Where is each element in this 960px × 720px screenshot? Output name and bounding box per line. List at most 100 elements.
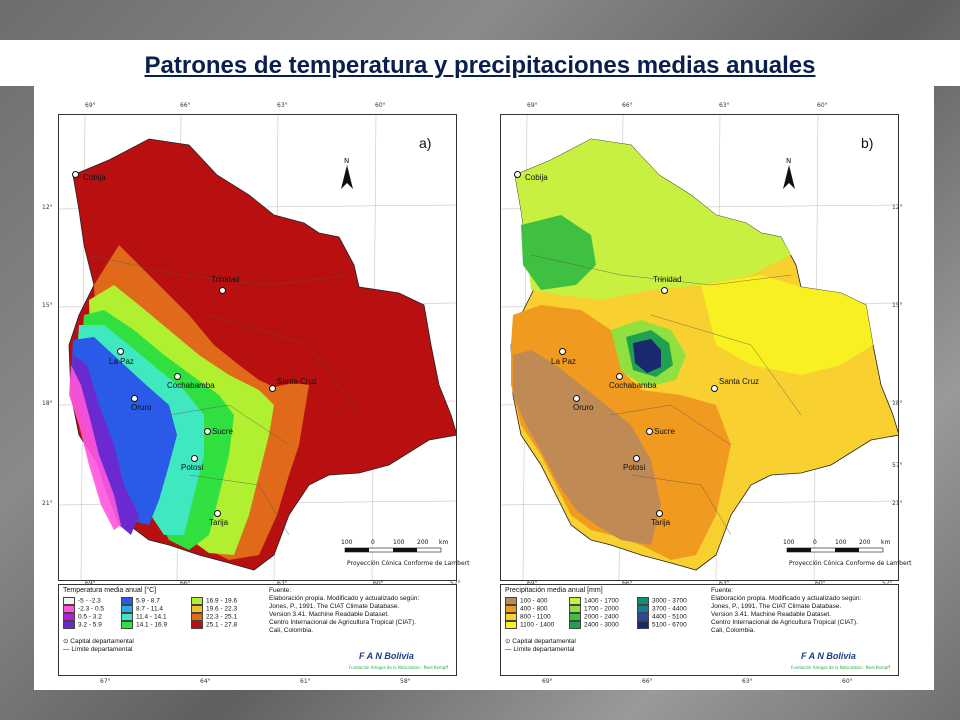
fan-logo: F A N Bolivia	[801, 651, 856, 661]
city-label-trinidad: Trinidad	[211, 275, 240, 284]
top-tick: 66°	[180, 102, 191, 109]
city-label-santa-cruz: Santa Cruz	[277, 377, 318, 386]
legend-item: 3700 - 4400	[637, 605, 687, 613]
legend-swatch	[191, 605, 203, 613]
north-arrow-icon: N	[341, 157, 353, 189]
city-marker	[633, 455, 640, 462]
legend-item: 100 - 400	[505, 597, 547, 605]
precipitation-map-svg	[500, 114, 900, 581]
city-marker	[72, 171, 79, 178]
city-marker	[191, 455, 198, 462]
peaks-magenta	[69, 365, 121, 530]
legend-title: Temperatura media anual [°C]	[63, 587, 157, 594]
bottom-tick: 69°	[527, 580, 538, 587]
city-marker	[131, 395, 138, 402]
scale-label: 100	[835, 539, 847, 546]
legend-item: 19.6 - 22.3	[191, 605, 237, 613]
legend-item: 16.9 - 19.6	[191, 597, 237, 605]
legend-swatch	[505, 605, 517, 613]
city-label-potosi: Potosi	[623, 463, 646, 472]
legend-item: 800 - 1100	[505, 613, 551, 621]
north-arrow-icon: N	[783, 157, 795, 189]
legend-item: 1400 - 1700	[569, 597, 619, 605]
bottom-tick: 63°	[277, 580, 288, 587]
legend-item: -5 - -2.3	[63, 597, 101, 605]
legend-item: 8.7 - 11.4	[121, 605, 163, 613]
temperature-map-frame: a) N Cobija Trinidad La Paz Cochabamba S…	[58, 114, 469, 581]
capital-icon: ⊙	[505, 638, 513, 645]
legend-item: 22.3 - 25.1	[191, 613, 237, 621]
north-label: N	[344, 157, 349, 165]
city-marker	[219, 287, 226, 294]
top-tick: 63°	[719, 102, 730, 109]
city-marker	[117, 348, 124, 355]
limit-line-icon: —	[63, 646, 72, 653]
legend-swatch	[637, 621, 649, 629]
bottom-tick: 57°	[450, 580, 461, 587]
legend-item: 4400 - 5100	[637, 613, 687, 621]
city-label-cochabamba: Cochabamba	[609, 381, 657, 390]
legend-swatch	[121, 621, 133, 629]
outer-tick: 66°	[642, 678, 653, 685]
limit-line-icon: —	[505, 646, 514, 653]
side-tick: 12°	[42, 204, 53, 211]
legend-swatch	[121, 605, 133, 613]
city-label-cobija: Cobija	[525, 173, 548, 182]
capital-icon: ⊙	[63, 638, 71, 645]
bottom-tick: 57°	[882, 580, 893, 587]
side-tick: 21°	[42, 500, 53, 507]
legend-item: -2.3 - 0.5	[63, 605, 104, 613]
department-limits	[88, 254, 360, 536]
city-label-santa-cruz: Santa Cruz	[719, 377, 760, 386]
scale-label: 200	[417, 539, 429, 546]
legend-item: 14.1 - 16.9	[121, 621, 167, 629]
bottom-tick: 60°	[815, 580, 826, 587]
capital-legend: ⊙ Capital departamental	[505, 638, 576, 645]
city-marker	[661, 287, 668, 294]
city-marker	[214, 510, 221, 517]
city-marker	[514, 171, 521, 178]
city-label-tarija: Tarija	[651, 518, 671, 527]
legend-item: 3.2 - 5.9	[63, 621, 102, 629]
legend-item: 2000 - 2400	[569, 613, 619, 621]
city-label-tarija: Tarija	[209, 518, 229, 527]
city-marker	[559, 348, 566, 355]
side-tick: 15°	[892, 302, 903, 309]
bottom-tick: 66°	[180, 580, 191, 587]
outer-tick: 64°	[200, 678, 211, 685]
top-tick: 69°	[527, 102, 538, 109]
legend-swatch	[569, 597, 581, 605]
scale-label: km	[439, 539, 449, 546]
peaks-purple	[71, 355, 139, 535]
side-tick: 15°	[42, 302, 53, 309]
top-tick: 63°	[277, 102, 288, 109]
bottom-tick: 66°	[622, 580, 633, 587]
scale-bar	[344, 547, 442, 553]
scale-label: 100	[341, 539, 353, 546]
outer-tick: 69°	[542, 678, 553, 685]
fan-logo-subtitle: Fundación Amigos de la Naturaleza - Noel…	[791, 665, 891, 670]
city-marker	[204, 428, 211, 435]
top-tick: 60°	[817, 102, 828, 109]
north-label: N	[786, 157, 791, 165]
bottom-tick: 69°	[85, 580, 96, 587]
legend-item: 1100 - 1400	[505, 621, 554, 629]
legend-swatch	[63, 621, 75, 629]
legend-item: 3000 - 3700	[637, 597, 687, 605]
temperature-legend: Temperatura media anual [°C] -5 - -2.3 -…	[58, 584, 457, 676]
legend-item: 5.9 - 8.7	[121, 597, 160, 605]
side-tick: 57°	[892, 462, 903, 469]
city-label-sucre: Sucre	[212, 427, 233, 436]
city-label-potosi: Potosi	[181, 463, 204, 472]
scale-label: 0	[371, 539, 375, 546]
city-marker	[646, 428, 653, 435]
outer-tick: 60°	[842, 678, 853, 685]
legend-swatch	[63, 605, 75, 613]
outer-tick: 63°	[742, 678, 753, 685]
city-marker	[174, 373, 181, 380]
title-bar	[0, 40, 960, 86]
panel-letter: a)	[419, 135, 432, 151]
legend-swatch	[505, 597, 517, 605]
city-marker	[269, 385, 276, 392]
legend-swatch	[121, 613, 133, 621]
